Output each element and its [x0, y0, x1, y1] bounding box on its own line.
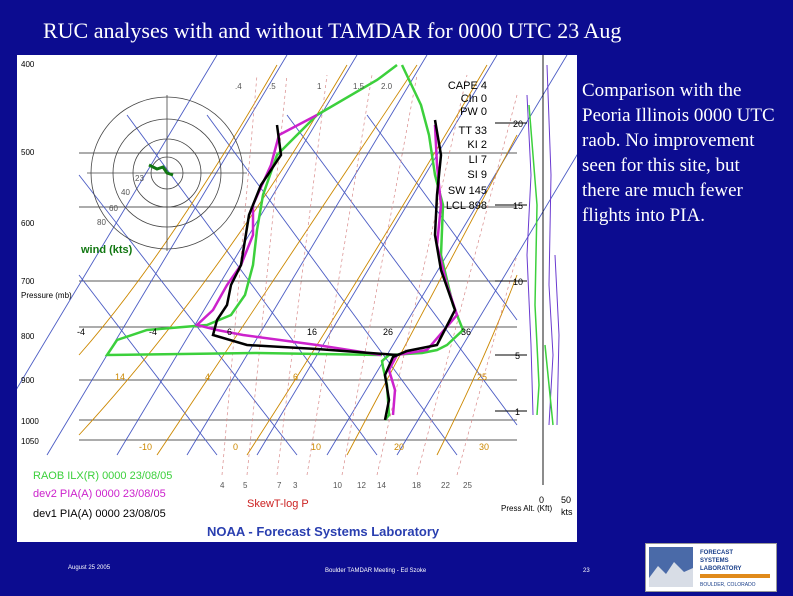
- mixing-ratio-label: 25: [463, 481, 472, 490]
- mixing-ratio-label: 10: [333, 481, 342, 490]
- skewt-label: SkewT-log P: [247, 498, 309, 510]
- slide-title: RUC analyses with and without TAMDAR for…: [43, 18, 622, 43]
- mixing-ratio-label: 1: [317, 82, 322, 91]
- theta-label: 4: [205, 372, 210, 382]
- pressure-label: 800: [21, 332, 35, 341]
- mixing-ratio-label: 22: [441, 481, 450, 490]
- press-alt-title: Press Alt. (Kft): [501, 504, 552, 513]
- temp-label: -10: [139, 442, 152, 452]
- press-alt-label: 20: [513, 119, 523, 129]
- legend-dev1: dev1 PIA(A) 0000 23/08/05: [33, 508, 166, 520]
- pressure-label: 500: [21, 148, 35, 157]
- mixing-ratio-lines: [221, 74, 518, 476]
- stat-sw: SW 145: [448, 185, 487, 197]
- temp-label: 20: [394, 442, 404, 452]
- stat-pw: PW 0: [460, 106, 487, 118]
- pressure-label: 600: [21, 219, 35, 228]
- press-alt-label: 15: [513, 201, 523, 211]
- raob-profile: [104, 64, 465, 421]
- pressure-axis-label: Pressure (mb): [21, 291, 72, 300]
- press-alt-axis-label: 50: [561, 495, 571, 505]
- wind-speed-label: 40: [121, 188, 130, 197]
- stat-ki: KI 2: [467, 139, 487, 151]
- press-alt-label: 1: [515, 407, 520, 417]
- temp-label: 0: [233, 442, 238, 452]
- legend-dev2: dev2 PIA(A) 0000 23/08/05: [33, 488, 166, 500]
- mixing-ratio-label: .4: [235, 82, 242, 91]
- kts-label: kts: [561, 507, 573, 517]
- logo-line4: BOULDER, COLORADO: [700, 582, 756, 588]
- theta-label: 6: [293, 372, 298, 382]
- mixing-ratio-label: 1.5: [353, 82, 365, 91]
- mixing-ratio-label: 18: [412, 481, 421, 490]
- pressure-label: 400: [21, 60, 35, 69]
- pressure-label: 1000: [21, 417, 39, 426]
- dev2-profile: [194, 113, 459, 416]
- slide-side-text: Comparison with the Peoria Illinois 0000…: [582, 80, 775, 226]
- skewt-diagram: 400 500 600 700 800 900 1000 1050 Pressu…: [17, 55, 577, 542]
- mixing-ratio-label: 4: [220, 481, 225, 490]
- dry-adiabats: [78, 64, 518, 456]
- stat-cin: CIn 0: [461, 93, 487, 105]
- stat-tt: TT 33: [458, 125, 487, 137]
- mixing-ratio-label: 2.0: [381, 82, 393, 91]
- isotherm-label: 6: [227, 327, 232, 337]
- press-alt-axis: [495, 55, 544, 485]
- stat-si: SI 9: [467, 169, 487, 181]
- legend-raob: RAOB ILX(R) 0000 23/08/05: [33, 470, 172, 482]
- stat-cape: CAPE 4: [448, 80, 487, 92]
- wind-speed-label: 80: [97, 218, 106, 227]
- wind-speed-label: 23: [135, 174, 144, 183]
- wind-speed-label: 60: [109, 204, 118, 213]
- mixing-ratio-label: 3: [293, 481, 298, 490]
- lab-label: NOAA - Forecast Systems Laboratory: [207, 524, 440, 539]
- mixing-ratio-label: 5: [243, 481, 248, 490]
- hodograph-trace: [148, 163, 174, 177]
- logo-line2: SYSTEMS: [700, 558, 729, 564]
- mixing-ratio-label: 12: [357, 481, 366, 490]
- press-alt-label: 5: [515, 351, 520, 361]
- logo-line3: LABORATORY: [700, 566, 742, 572]
- press-alt-axis-label: 0: [539, 495, 544, 505]
- pressure-label: 1050: [21, 437, 39, 446]
- dev1-profile: [211, 119, 457, 421]
- mixing-ratio-label: 7: [277, 481, 282, 490]
- isotherms: [17, 55, 577, 456]
- wind-label: wind (kts): [80, 244, 133, 256]
- isotherm-label: 36: [461, 327, 471, 337]
- isotherm-label: -4: [149, 327, 157, 337]
- temp-label: 10: [311, 442, 321, 452]
- press-alt-traces: [526, 64, 560, 426]
- isotherm-label: 16: [307, 327, 317, 337]
- wind-hodograph: [87, 95, 247, 251]
- pressure-grid: [79, 152, 517, 441]
- temp-label: 30: [479, 442, 489, 452]
- isotherm-label: 26: [383, 327, 393, 337]
- theta-label: 25: [477, 372, 487, 382]
- logo-line1: FORECAST: [700, 550, 733, 556]
- pressure-label: 700: [21, 277, 35, 286]
- press-alt-label: 10: [513, 277, 523, 287]
- press-alt-raob: [528, 104, 554, 426]
- footer-center: Boulder TAMDAR Meeting - Ed Szoke: [325, 568, 427, 574]
- mixing-ratio-label: .5: [269, 82, 276, 91]
- isotherm-label: -4: [77, 327, 85, 337]
- pressure-label: 900: [21, 376, 35, 385]
- footer-date: August 25 2005: [68, 565, 111, 571]
- mixing-ratio-label: 14: [377, 481, 386, 490]
- page-number: 23: [583, 568, 590, 574]
- theta-label: 14: [115, 372, 125, 382]
- fsl-logo: FORECAST SYSTEMS LABORATORY BOULDER, COL…: [645, 543, 777, 592]
- stat-li: LI 7: [469, 154, 487, 166]
- stat-lcl: LCL 898: [446, 200, 487, 212]
